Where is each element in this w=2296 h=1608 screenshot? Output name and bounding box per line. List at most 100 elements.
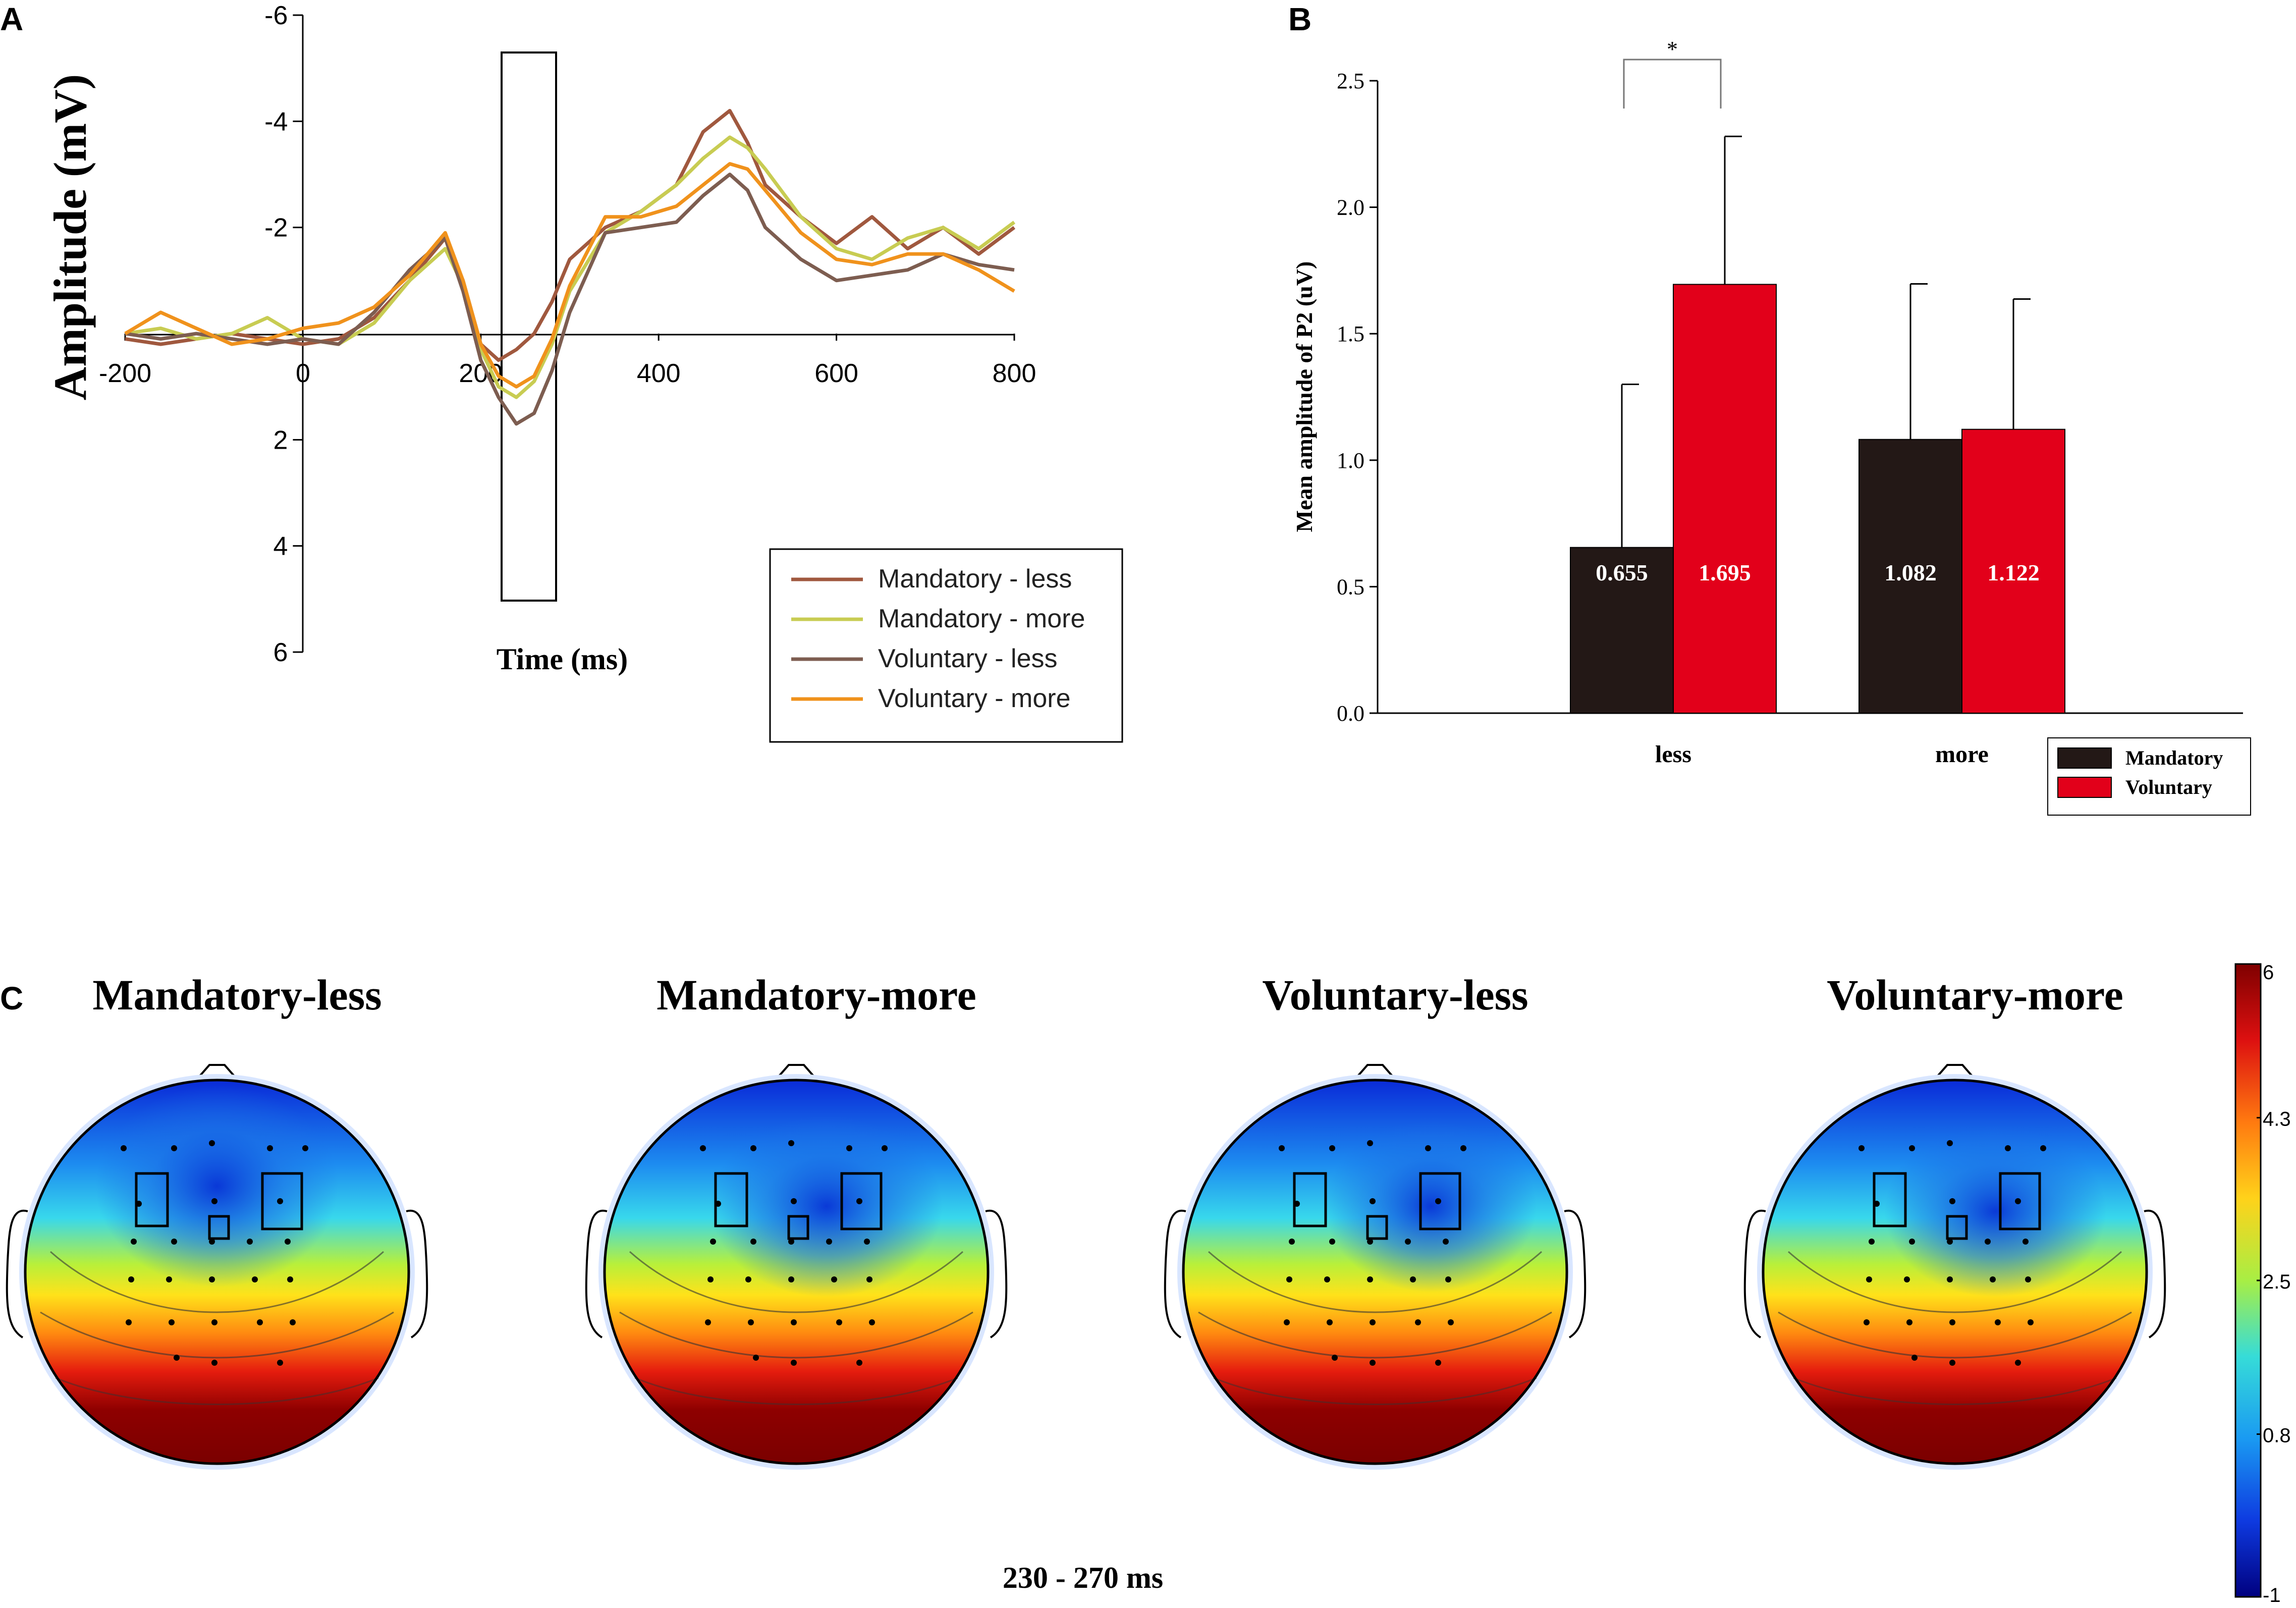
- contour-line: [1793, 1377, 2117, 1405]
- electrode: [1367, 1239, 1373, 1245]
- electrode: [831, 1276, 837, 1282]
- contour-line: [629, 1251, 963, 1313]
- contour-line: [619, 1311, 973, 1359]
- electrode: [209, 1239, 215, 1245]
- activation-blob: [1884, 1125, 2106, 1297]
- electrode: [247, 1239, 253, 1245]
- contour-line: [1213, 1377, 1537, 1405]
- contour-line: [634, 1377, 958, 1405]
- panel-label-a: A: [0, 1, 23, 37]
- electrode: [710, 1239, 716, 1245]
- roi-box-center: [1946, 1215, 1968, 1240]
- electrode: [1911, 1355, 1918, 1361]
- electrode: [1906, 1319, 1912, 1325]
- electrode: [864, 1239, 870, 1245]
- significance-star: *: [1667, 37, 1678, 62]
- roi-box-center: [1366, 1215, 1388, 1240]
- colorbar-label: -1: [2263, 1584, 2281, 1606]
- electrode: [1410, 1276, 1416, 1282]
- bar: [1858, 439, 1962, 714]
- electrode: [1370, 1360, 1376, 1366]
- significance-bracket: *: [1623, 37, 1722, 109]
- bar: [1673, 284, 1777, 714]
- electrode: [290, 1319, 296, 1325]
- electrode: [753, 1355, 759, 1361]
- series-line: [125, 173, 1015, 426]
- topomap-3: Voluntary-less: [1164, 971, 1587, 1470]
- electrode: [788, 1276, 794, 1282]
- contour-line: [40, 1311, 394, 1359]
- head-outline: [1182, 1079, 1568, 1465]
- electrode: [707, 1276, 714, 1282]
- roi-box-right: [261, 1172, 303, 1230]
- electrode: [866, 1276, 872, 1282]
- electrode: [1949, 1360, 1955, 1366]
- topography-maps: Mandatory-less Mandatory-more Voluntary-le…: [6, 961, 2291, 1606]
- electrode: [882, 1145, 888, 1151]
- y-tick-label: 1.5: [1337, 321, 1364, 346]
- x-tick-label: 0: [296, 359, 310, 388]
- electrode: [1985, 1239, 1991, 1245]
- roi-box-left: [714, 1172, 748, 1227]
- electrode: [1904, 1276, 1910, 1282]
- roi-box-left: [1873, 1172, 1907, 1227]
- series-line: [124, 162, 1015, 389]
- electrode: [169, 1319, 175, 1325]
- electrode: [750, 1239, 756, 1245]
- legend-label: Voluntary: [2125, 776, 2212, 798]
- legend-label: Voluntary - less: [878, 644, 1058, 673]
- electrode: [257, 1319, 263, 1325]
- panel-label-b: B: [1288, 1, 1311, 37]
- electrode: [705, 1319, 711, 1325]
- bracket-line: [1623, 59, 1722, 109]
- y-tick-label: 6: [273, 638, 288, 667]
- legend-swatch: [2057, 747, 2112, 769]
- electrode: [1435, 1360, 1441, 1366]
- electrode: [1949, 1319, 1955, 1325]
- electrode: [1279, 1145, 1285, 1151]
- electrode: [791, 1360, 797, 1366]
- electrode: [2025, 1276, 2031, 1282]
- electrode: [1284, 1319, 1290, 1325]
- electrode: [1443, 1239, 1449, 1245]
- y-tick-label: 0.0: [1337, 701, 1364, 726]
- electrode: [1858, 1145, 1865, 1151]
- electrode: [748, 1319, 754, 1325]
- electrode: [1329, 1239, 1335, 1245]
- electrode: [121, 1145, 127, 1151]
- activation-blob: [710, 1115, 943, 1297]
- legend-swatch: [2057, 777, 2112, 798]
- contour-line: [1198, 1311, 1552, 1359]
- electrode: [1947, 1239, 1953, 1245]
- colorbar-label: 2.5: [2263, 1271, 2291, 1293]
- legend-label: Mandatory - more: [878, 604, 1085, 633]
- y-tick-label: -6: [264, 1, 288, 30]
- topomap-2: Mandatory-more: [585, 971, 1008, 1470]
- electrode: [1949, 1198, 1955, 1204]
- electrode: [1332, 1355, 1338, 1361]
- y-axis-label: Mean amplitude of P2 (uV): [1291, 261, 1317, 532]
- electrode: [1864, 1319, 1870, 1325]
- electrode: [1947, 1276, 1953, 1282]
- contour-line: [50, 1251, 384, 1313]
- electrode: [211, 1319, 217, 1325]
- electrode: [1947, 1140, 1953, 1146]
- contour-line: [1788, 1251, 2122, 1313]
- electrode: [1289, 1239, 1295, 1245]
- electrode: [2015, 1360, 2021, 1366]
- category-label: more: [1935, 741, 1989, 768]
- legend: Mandatory Voluntary: [2047, 737, 2251, 816]
- y-tick-label: 0.5: [1337, 574, 1364, 599]
- electrode: [1329, 1145, 1335, 1151]
- y-tick-label: 4: [273, 532, 288, 561]
- y-tick-label: -4: [264, 107, 288, 136]
- electrode: [252, 1276, 258, 1282]
- y-tick-label: -2: [264, 213, 288, 243]
- electrode: [745, 1276, 751, 1282]
- electrode: [171, 1145, 177, 1151]
- colorbar-ramp: [2234, 963, 2262, 1598]
- electrode: [285, 1239, 291, 1245]
- bar: [1961, 428, 2065, 714]
